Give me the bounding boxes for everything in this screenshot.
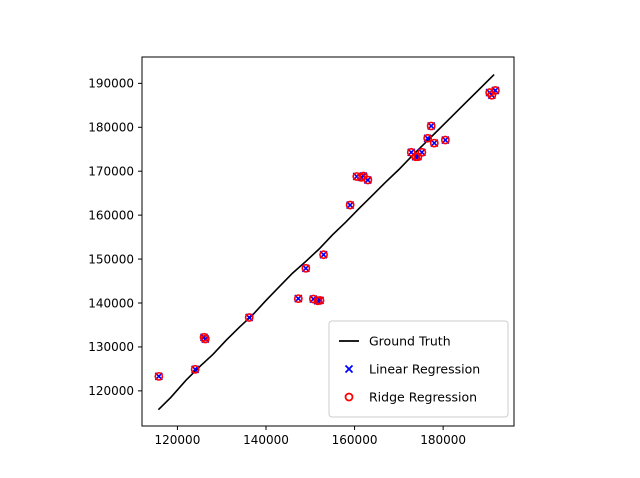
y-tick-label: 160000 bbox=[88, 208, 134, 222]
y-tick-label: 170000 bbox=[88, 165, 134, 179]
legend-handle-linear-regression bbox=[344, 364, 354, 374]
legend: Ground Truth Linear Regression Ridge Reg… bbox=[328, 320, 509, 418]
ridge-regression-point bbox=[199, 332, 209, 342]
legend-label-linear-regression: Linear Regression bbox=[369, 362, 480, 377]
ridge-regression-point bbox=[429, 138, 439, 148]
ridge-regression-point bbox=[363, 175, 373, 185]
ridge-regression-point bbox=[417, 147, 427, 157]
ridge-regression-point bbox=[406, 147, 416, 157]
ridge-regression-point bbox=[426, 121, 436, 131]
y-tick-label: 120000 bbox=[88, 384, 134, 398]
ridge-regression-point bbox=[345, 200, 355, 210]
ridge-regression-point bbox=[200, 334, 210, 344]
ridge-regression-point bbox=[244, 313, 254, 322]
ridge-regression-point bbox=[423, 133, 433, 143]
y-tick-label: 140000 bbox=[88, 296, 134, 310]
x-tick-label: 160000 bbox=[332, 433, 378, 447]
legend-frame bbox=[328, 320, 509, 418]
ridge-regression-point bbox=[190, 364, 200, 374]
ridge-regression-point bbox=[490, 85, 500, 95]
y-tick-label: 180000 bbox=[88, 121, 134, 135]
y-tick-label: 130000 bbox=[88, 340, 134, 354]
legend-handle-ridge-regression bbox=[344, 392, 354, 402]
axes-frame bbox=[141, 56, 515, 427]
ridge-regression-point bbox=[301, 263, 311, 273]
plot-area bbox=[154, 74, 500, 411]
y-tick-label: 150000 bbox=[88, 252, 134, 266]
axes: 120000 140000 160000 180000 120000 130000 1400… bbox=[88, 56, 515, 447]
ridge-regression-point bbox=[293, 294, 303, 304]
y-tick-label: 190000 bbox=[88, 77, 134, 91]
ridge-regression-point bbox=[440, 135, 450, 145]
legend-label-ground-truth: Ground Truth bbox=[369, 334, 451, 349]
ground-truth-line bbox=[157, 74, 495, 411]
x-tick-label: 180000 bbox=[420, 433, 466, 447]
ridge-regression-point bbox=[319, 250, 328, 260]
x-tick-label: 120000 bbox=[155, 433, 201, 447]
ridge-regression-point bbox=[315, 295, 325, 305]
x-tick-label: 140000 bbox=[243, 433, 289, 447]
legend-label-ridge-regression: Ridge Regression bbox=[369, 390, 477, 405]
ridge-regression-point bbox=[154, 371, 164, 381]
